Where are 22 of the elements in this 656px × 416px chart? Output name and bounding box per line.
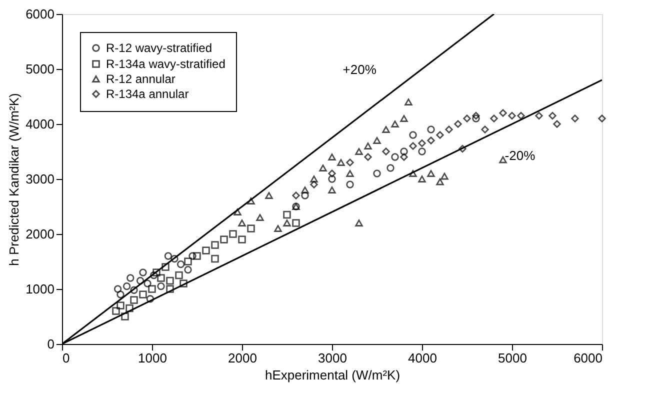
y-tick-label: 6000 bbox=[26, 6, 54, 22]
y-tick-label: 1000 bbox=[26, 282, 54, 296]
y-tick-label: 5000 bbox=[26, 62, 54, 76]
y-tick-label: 4000 bbox=[26, 116, 54, 132]
legend-label: R-12 annular bbox=[106, 72, 176, 86]
x-tick-label: 1000 bbox=[138, 350, 167, 366]
y-axis-title: h Predicted Kandikar (W/m²K) bbox=[6, 93, 22, 266]
x-axis-title: hExperimental (W/m²K) bbox=[264, 368, 400, 382]
x-tick-label: 2000 bbox=[228, 350, 257, 366]
y-tick-label: 3000 bbox=[26, 172, 54, 186]
y-tick-label: 0 bbox=[47, 336, 54, 352]
x-tick-label: 6000 bbox=[574, 350, 602, 366]
legend-label: R-134a annular bbox=[106, 87, 189, 101]
legend-label: R-134a wavy-stratified bbox=[106, 57, 226, 71]
x-tick-label: 4000 bbox=[408, 350, 437, 366]
x-tick-label: 3000 bbox=[318, 350, 347, 366]
y-tick-label: 2000 bbox=[26, 226, 54, 242]
annotation: -20% bbox=[504, 148, 536, 163]
x-tick-label: 0 bbox=[62, 350, 70, 366]
annotation: +20% bbox=[342, 62, 377, 78]
x-tick-label: 5000 bbox=[498, 350, 527, 366]
legend-label: R-12 wavy-stratified bbox=[106, 41, 212, 55]
